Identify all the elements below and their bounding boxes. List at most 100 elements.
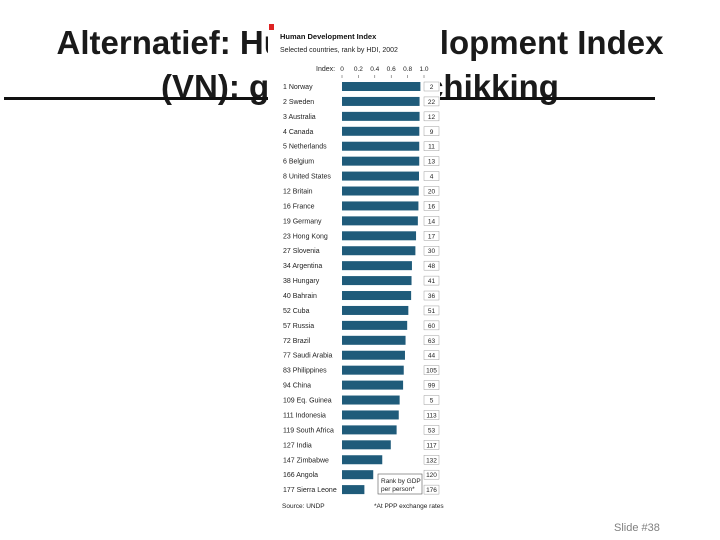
hdi-bar <box>342 171 419 181</box>
gdp-rank-label: 176 <box>426 487 437 494</box>
category-label: 72 Brazil <box>283 338 311 345</box>
x-tick-label: 0.8 <box>403 66 412 73</box>
gdp-rank-cell <box>423 350 440 360</box>
gdp-rank-cell <box>423 320 440 331</box>
gdp-rank-cell <box>423 81 440 92</box>
category-label: 1 Norway <box>283 84 313 91</box>
hdi-bar <box>342 335 406 345</box>
gdp-rank-label: 41 <box>428 278 436 285</box>
gdp-rank-label: 2 <box>430 84 434 91</box>
hdi-bar <box>342 485 365 495</box>
gdp-rank-cell <box>423 484 440 495</box>
hdi-bar <box>342 186 419 196</box>
gdp-rank-label: 113 <box>426 412 437 419</box>
gdp-rank-label: 117 <box>426 442 437 449</box>
gdp-rank-cell <box>423 96 440 107</box>
gdp-rank-label: 48 <box>428 263 436 270</box>
hdi-bar <box>342 470 374 480</box>
category-label: 27 Slovenia <box>283 248 320 255</box>
hdi-bar <box>342 201 419 211</box>
gdp-rank-label: 5 <box>430 398 434 405</box>
hdi-bar <box>342 126 420 136</box>
gdp-rank-cell <box>423 201 440 211</box>
category-label: 38 Hungary <box>283 278 320 285</box>
gdp-rank-label: 30 <box>428 248 436 255</box>
category-label: 119 South Africa <box>283 427 334 434</box>
gdp-rank-label: 13 <box>428 159 436 166</box>
category-label: 6 Belgium <box>283 159 314 166</box>
hdi-bar <box>342 320 408 330</box>
gdp-rank-cell <box>423 186 440 196</box>
gdp-rank-cell <box>423 156 440 166</box>
chart-figure: Human Development Index Selected countri… <box>268 24 444 514</box>
category-label: 8 United States <box>283 174 331 181</box>
hdi-bar <box>342 425 397 435</box>
gdp-rank-cell <box>423 425 440 435</box>
category-label: 94 China <box>283 383 311 390</box>
x-tick-label: 1.0 <box>419 66 428 73</box>
category-label: 147 Zimbabwe <box>283 457 329 464</box>
hdi-bar <box>342 82 421 91</box>
gdp-rank-cell <box>423 440 440 450</box>
category-label: 19 Germany <box>283 218 322 225</box>
hdi-bar <box>342 410 399 420</box>
gdp-rank-inset-box <box>377 473 423 495</box>
gdp-rank-label: 9 <box>430 129 434 136</box>
gdp-rank-label: 44 <box>428 353 436 360</box>
category-label: 34 Argentina <box>283 263 322 270</box>
brand-mark <box>269 24 274 30</box>
hdi-bar <box>342 440 391 450</box>
category-label: 3 Australia <box>283 114 316 121</box>
gdp-rank-cell <box>423 335 440 346</box>
gdp-rank-label: 22 <box>428 99 436 106</box>
category-label: 4 Canada <box>283 129 313 136</box>
gdp-rank-label: 12 <box>428 114 436 121</box>
index-axis-label: Index: <box>316 66 335 73</box>
gdp-rank-label: 36 <box>428 293 436 300</box>
chart-footnote: *At PPP exchange rates <box>374 503 444 510</box>
gdp-rank-label: 14 <box>428 218 436 225</box>
gdp-rank-label: 105 <box>426 368 437 375</box>
slide-number: Slide #38 <box>614 522 660 534</box>
gdp-rank-inset-label: Rank by GDP per person* <box>381 478 422 493</box>
gdp-rank-label: 132 <box>426 457 437 464</box>
gdp-rank-cell <box>423 365 440 375</box>
gdp-rank-label: 53 <box>428 427 436 434</box>
gdp-rank-label: 16 <box>428 203 436 210</box>
gdp-rank-cell <box>423 126 440 136</box>
hdi-bar <box>342 246 416 256</box>
category-label: 57 Russia <box>283 323 314 330</box>
gdp-rank-label: 17 <box>428 233 436 240</box>
chart-title: Human Development Index <box>280 32 377 41</box>
hdi-bar <box>342 350 405 360</box>
hdi-bar <box>342 261 412 271</box>
category-label: 166 Angola <box>283 472 318 479</box>
category-label: 5 Netherlands <box>283 144 327 151</box>
x-tick-label: 0.2 <box>354 66 363 73</box>
category-label: 127 India <box>283 442 312 449</box>
gdp-rank-cell <box>423 290 440 301</box>
gdp-rank-cell <box>423 111 440 122</box>
chart-subtitle: Selected countries, rank by HDI, 2002 <box>280 47 398 54</box>
gdp-rank-cell <box>423 141 440 151</box>
gdp-rank-cell <box>423 395 440 405</box>
category-label: 52 Cuba <box>283 308 310 315</box>
x-axis-ticks: 0 0.2 0.4 0.6 0.8 1.0 <box>340 66 429 78</box>
hdi-bar <box>342 111 420 121</box>
hdi-bar <box>342 96 420 106</box>
x-tick-label: 0.4 <box>370 66 379 73</box>
category-label: 16 France <box>283 203 315 210</box>
x-tick-label: 0.6 <box>387 66 396 73</box>
gdp-rank-cell <box>423 380 440 390</box>
gdp-rank-label: 120 <box>426 472 437 479</box>
gdp-rank-label: 11 <box>428 144 435 151</box>
hdi-bar <box>342 231 417 241</box>
gdp-rank-cell <box>423 455 440 465</box>
category-label: 40 Bahrain <box>283 293 317 300</box>
gdp-rank-cell <box>423 410 440 420</box>
category-label: 2 Sweden <box>283 99 314 106</box>
gdp-rank-label: 60 <box>428 323 436 330</box>
gdp-rank-label: 20 <box>428 189 436 196</box>
gdp-rank-label: 63 <box>428 338 436 345</box>
